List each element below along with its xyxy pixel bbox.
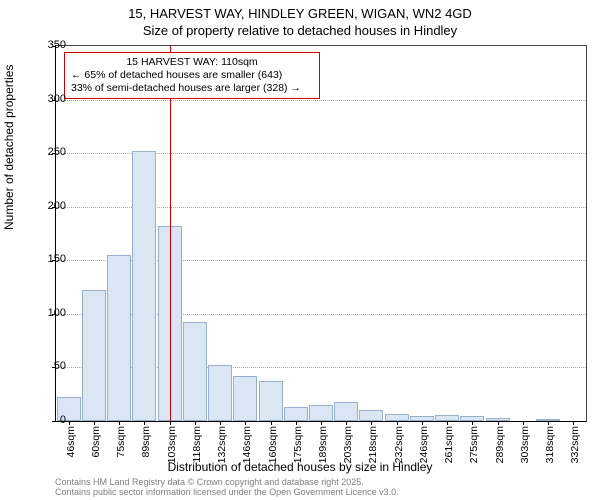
x-tick-label: 318sqm [544,426,556,463]
y-tick-label: 50 [54,360,66,372]
reference-line [170,46,171,421]
x-tick [422,421,423,425]
histogram-bar [359,410,383,421]
x-tick [195,421,196,425]
chart-title-desc: Size of property relative to detached ho… [0,21,600,38]
x-tick [447,421,448,425]
histogram-bar [233,376,257,421]
y-tick-label: 0 [60,414,66,426]
x-tick [170,421,171,425]
x-tick-label: 46sqm [65,426,77,458]
x-tick [119,421,120,425]
x-tick [220,421,221,425]
x-tick-label: 60sqm [90,426,102,458]
annotation-line: ← 65% of detached houses are smaller (64… [71,69,313,82]
x-tick-label: 175sqm [292,426,304,463]
x-tick [245,421,246,425]
x-axis-label: Distribution of detached houses by size … [0,460,600,474]
y-tick-label: 100 [48,307,66,319]
histogram-bar [309,405,333,421]
x-tick [321,421,322,425]
plot-area: 46sqm60sqm75sqm89sqm103sqm118sqm132sqm14… [55,45,587,422]
histogram-bar [385,414,409,422]
histogram-bar [107,255,131,421]
y-tick-label: 150 [48,253,66,265]
histogram-bar [334,402,358,421]
x-tick-label: 332sqm [569,426,581,463]
x-tick-label: 246sqm [418,426,430,463]
x-tick-label: 118sqm [191,426,203,463]
x-tick [271,421,272,425]
x-tick [69,421,70,425]
histogram-bar [82,290,106,421]
y-tick [52,421,56,422]
annotation-box: 15 HARVEST WAY: 110sqm← 65% of detached … [64,52,320,99]
x-tick-label: 275sqm [468,426,480,463]
y-tick-label: 200 [48,200,66,212]
histogram-bar [259,381,283,421]
x-tick [397,421,398,425]
x-tick [523,421,524,425]
x-tick-label: 103sqm [166,426,178,463]
x-tick-label: 75sqm [115,426,127,458]
footer-line2: Contains public sector information licen… [55,488,399,498]
x-tick-label: 160sqm [267,426,279,463]
histogram-bar [208,365,232,421]
annotation-line: 33% of semi-detached houses are larger (… [71,82,313,95]
x-tick [346,421,347,425]
histogram-bar [132,151,156,421]
x-tick-label: 132sqm [216,426,228,463]
x-tick [371,421,372,425]
y-tick-label: 250 [48,146,66,158]
x-tick [296,421,297,425]
x-tick-label: 203sqm [342,426,354,463]
x-tick [498,421,499,425]
x-tick-label: 261sqm [443,426,455,463]
x-tick-label: 89sqm [140,426,152,458]
x-tick-label: 289sqm [494,426,506,463]
x-tick-label: 189sqm [317,426,329,463]
y-tick-label: 300 [48,93,66,105]
x-tick-label: 232sqm [393,426,405,463]
x-tick [573,421,574,425]
annotation-line: 15 HARVEST WAY: 110sqm [71,56,313,69]
x-tick [94,421,95,425]
y-axis-label: Number of detached properties [2,65,16,230]
attribution-footer: Contains HM Land Registry data © Crown c… [55,478,399,498]
x-tick [548,421,549,425]
x-tick [144,421,145,425]
chart-title-address: 15, HARVEST WAY, HINDLEY GREEN, WIGAN, W… [0,0,600,21]
x-tick [472,421,473,425]
histogram-bar [183,322,207,421]
y-tick-label: 350 [48,39,66,51]
gridline [56,100,586,101]
histogram-bar [284,407,308,421]
x-tick-label: 146sqm [241,426,253,463]
x-tick-label: 303sqm [519,426,531,463]
x-tick-label: 218sqm [367,426,379,463]
